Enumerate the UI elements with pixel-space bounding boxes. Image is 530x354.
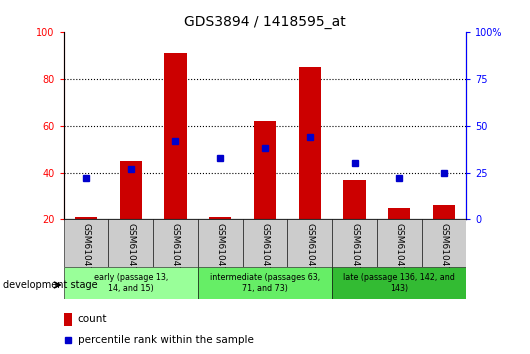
Bar bbox=[64, 267, 198, 299]
Bar bbox=[287, 219, 332, 267]
Bar bbox=[433, 205, 455, 219]
Bar bbox=[153, 219, 198, 267]
Text: development stage: development stage bbox=[3, 280, 98, 290]
Text: GSM610472: GSM610472 bbox=[171, 223, 180, 278]
Bar bbox=[243, 219, 287, 267]
Bar bbox=[64, 313, 73, 326]
Bar bbox=[64, 219, 108, 267]
Bar bbox=[254, 121, 276, 219]
Bar bbox=[388, 208, 410, 219]
Bar bbox=[377, 219, 422, 267]
Bar bbox=[120, 161, 142, 219]
Bar bbox=[332, 219, 377, 267]
Text: late (passage 136, 142, and
143): late (passage 136, 142, and 143) bbox=[343, 273, 455, 293]
Bar bbox=[75, 217, 97, 219]
Text: GSM610471: GSM610471 bbox=[126, 223, 135, 278]
Text: GSM610476: GSM610476 bbox=[350, 223, 359, 278]
Bar bbox=[108, 219, 153, 267]
Text: GSM610474: GSM610474 bbox=[261, 223, 269, 278]
Bar bbox=[198, 219, 243, 267]
Bar bbox=[422, 219, 466, 267]
Bar bbox=[332, 267, 466, 299]
Text: GSM610475: GSM610475 bbox=[305, 223, 314, 278]
Text: GSM610473: GSM610473 bbox=[216, 223, 225, 278]
Text: count: count bbox=[78, 314, 107, 325]
Bar bbox=[209, 217, 232, 219]
Text: percentile rank within the sample: percentile rank within the sample bbox=[78, 335, 253, 345]
Text: early (passage 13,
14, and 15): early (passage 13, 14, and 15) bbox=[94, 273, 168, 293]
Bar bbox=[343, 179, 366, 219]
Bar bbox=[298, 67, 321, 219]
Title: GDS3894 / 1418595_at: GDS3894 / 1418595_at bbox=[184, 16, 346, 29]
Text: GSM610470: GSM610470 bbox=[82, 223, 91, 278]
Bar bbox=[198, 267, 332, 299]
Bar bbox=[164, 53, 187, 219]
Text: GSM610477: GSM610477 bbox=[395, 223, 404, 278]
Text: intermediate (passages 63,
71, and 73): intermediate (passages 63, 71, and 73) bbox=[210, 273, 320, 293]
Text: GSM610478: GSM610478 bbox=[439, 223, 448, 278]
